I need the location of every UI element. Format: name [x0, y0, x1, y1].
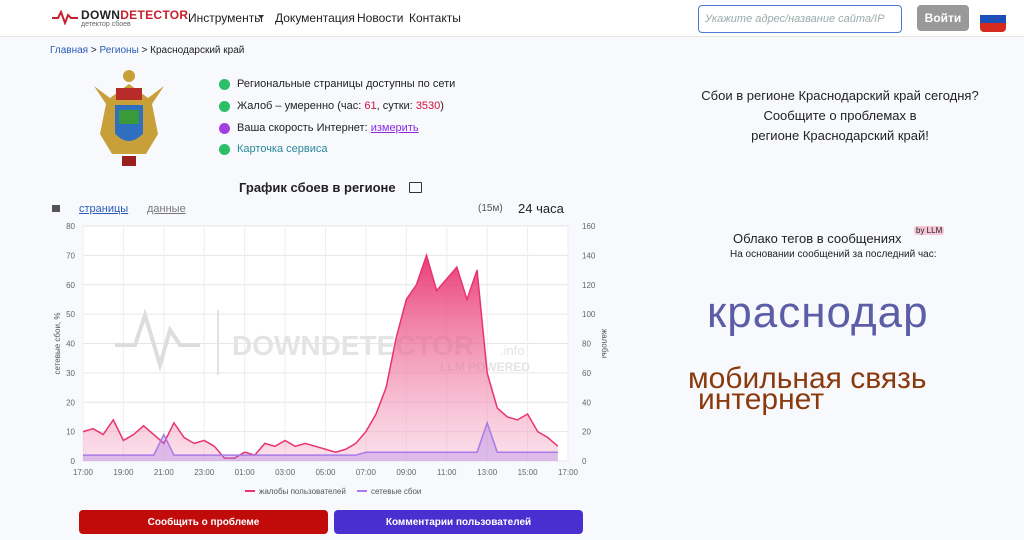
service-card-link[interactable]: Карточка сервиса — [237, 143, 328, 155]
comments-button[interactable]: Комментарии пользователей — [334, 510, 583, 534]
y2-tick-label: 0 — [582, 457, 587, 466]
text: Ваша скорость Интернет: — [237, 122, 368, 134]
y2-tick-label: 120 — [582, 281, 596, 290]
logo-part: DOWN — [81, 8, 121, 22]
series-area — [83, 255, 558, 461]
tag[interactable]: мобильная связь — [688, 362, 927, 395]
y-tick-label: 50 — [66, 310, 75, 319]
x-tick-label: 23:00 — [194, 468, 215, 477]
x-tick-label: 05:00 — [315, 468, 336, 477]
speed-link[interactable]: измерить — [370, 122, 419, 134]
tab[interactable]: страницы — [79, 203, 129, 215]
x-tick-label: 07:00 — [356, 468, 377, 477]
status-text: Региональные страницы доступны по сети — [237, 78, 456, 90]
y2-tick-label: 20 — [582, 428, 591, 437]
status-icon — [219, 79, 230, 90]
text: ) — [440, 100, 444, 112]
crumb[interactable]: Регионы — [99, 45, 139, 56]
flag[interactable] — [980, 6, 1006, 32]
legend-label: сетевые сбои — [371, 487, 421, 496]
y-tick-label: 40 — [66, 340, 75, 349]
status-icon — [219, 101, 230, 112]
login-button[interactable]: Войти — [917, 5, 969, 31]
nav-item[interactable]: Инструменты — [188, 11, 263, 25]
breadcrumb: Главная > Регионы > Краснодарский край — [50, 45, 245, 56]
y-tick-label: 80 — [66, 222, 75, 231]
camera-icon[interactable] — [52, 205, 60, 212]
dropdown-caret — [258, 15, 264, 19]
chart-title: График сбоев в регионе — [239, 180, 396, 195]
logo[interactable]: DOWNDETECTOR — [81, 8, 188, 22]
y2-tick-label: 40 — [582, 398, 591, 407]
y-axis-label: сетевые сбои, % — [53, 313, 62, 375]
report-button[interactable]: Сообщить о проблеме — [79, 510, 328, 534]
logo-icon — [52, 9, 78, 25]
aside-line: Сбои в регионе Краснодарский край сегодн… — [701, 88, 979, 103]
tag[interactable]: краснодар — [707, 288, 929, 337]
search-input[interactable]: Укажите адрес/название сайта/IP — [698, 5, 902, 33]
legend-label: жалобы пользователей — [259, 487, 346, 496]
aside-line: регионе Краснодарский край! — [751, 128, 929, 143]
x-tick-label: 09:00 — [396, 468, 417, 477]
y-tick-label: 0 — [71, 457, 76, 466]
series-line — [82, 252, 559, 459]
watermark: .info — [500, 343, 525, 358]
tag[interactable]: интернет — [698, 383, 825, 416]
day-count: 3530 — [415, 100, 441, 112]
text: Жалоб – умеренно (час: — [237, 100, 365, 112]
aside-line: Сообщите о проблемах в — [763, 108, 917, 123]
x-tick-label: 13:00 — [477, 468, 498, 477]
nav-item[interactable]: Документация — [275, 11, 355, 25]
y-tick-label: 20 — [66, 398, 75, 407]
x-tick-label: 15:00 — [518, 468, 539, 477]
y2-axis-label: жалобы — [600, 329, 609, 359]
y2-tick-label: 60 — [582, 369, 591, 378]
x-tick-label: 01:00 — [235, 468, 256, 477]
llm-badge: by LLM — [914, 226, 945, 235]
status-icon — [219, 123, 230, 134]
series-line — [83, 420, 558, 456]
y-tick-label: 10 — [66, 428, 75, 437]
logo-tagline: детектор сбоев — [81, 21, 131, 28]
status-icon — [219, 144, 230, 155]
cloud-title: Облако тегов в сообщениях — [733, 231, 902, 246]
x-tick-label: 11:00 — [437, 468, 457, 477]
nav-item[interactable]: Контакты — [409, 11, 461, 25]
cloud-subtitle: На основании сообщений за последний час: — [730, 249, 937, 260]
interval[interactable]: (15м) — [478, 203, 503, 214]
chart: 0 10 20 30 40 50 60 70 80 0 20 40 60 80 100 120 140 160 17… — [53, 222, 609, 496]
y2-tick-label: 160 — [582, 222, 596, 231]
status-text: Ваша скорость Интернет: измерить — [237, 122, 419, 134]
y2-tick-label: 80 — [582, 340, 591, 349]
x-tick-label: 19:00 — [113, 468, 134, 477]
x-tick-label: 17:00 — [558, 468, 579, 477]
nav-item[interactable]: Новости — [357, 11, 404, 25]
monitor-icon — [409, 182, 422, 193]
crumb: Краснодарский край — [150, 45, 245, 56]
watermark-icon — [115, 308, 200, 373]
y2-tick-label: 100 — [582, 310, 596, 319]
x-tick-label: 21:00 — [154, 468, 175, 477]
logo-part: DETECTOR — [120, 8, 189, 22]
y2-tick-label: 140 — [582, 251, 596, 260]
coat-of-arms — [94, 70, 164, 166]
hour-count: 61 — [364, 100, 377, 112]
y-tick-label: 70 — [66, 251, 75, 260]
x-tick-label: 03:00 — [275, 468, 296, 477]
status-text: Жалоб – умеренно (час: 61, сутки: 3530) — [237, 100, 444, 112]
x-tick-label: 17:00 — [73, 468, 94, 477]
text: , сутки: — [376, 100, 416, 112]
series-area — [83, 422, 558, 461]
range[interactable]: 24 часа — [518, 201, 564, 216]
tab[interactable]: данные — [147, 203, 186, 215]
crumb[interactable]: Главная — [50, 45, 89, 56]
y-tick-label: 30 — [66, 369, 75, 378]
y-tick-label: 60 — [66, 281, 75, 290]
